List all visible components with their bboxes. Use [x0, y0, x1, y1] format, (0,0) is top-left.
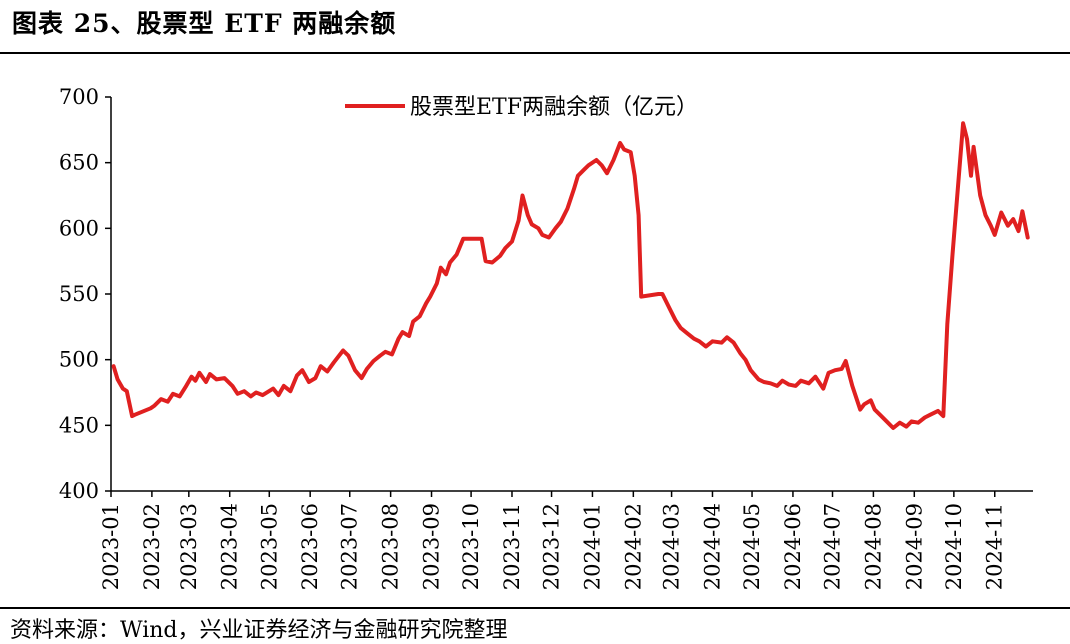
y-tick-label: 450 — [59, 413, 99, 437]
x-tick-label: 2024-03 — [660, 503, 684, 590]
x-tick-label: 2024-11 — [983, 503, 1007, 590]
x-tick-label: 2023-09 — [420, 503, 444, 590]
x-tick-label: 2024-10 — [942, 503, 966, 590]
y-tick-label: 400 — [59, 479, 99, 503]
x-tick-label: 2024-04 — [700, 503, 724, 590]
x-tick-label: 2023-06 — [298, 503, 322, 590]
x-tick-label: 2023-02 — [140, 503, 164, 590]
x-tick-label: 2024-01 — [580, 503, 604, 590]
y-tick-label: 650 — [59, 151, 99, 175]
x-tick-label: 2023-12 — [540, 503, 564, 590]
y-tick-label: 700 — [59, 85, 99, 109]
y-tick-label: 550 — [59, 282, 99, 306]
x-tick-label: 2024-08 — [861, 503, 885, 590]
figure-title: 图表 25、股票型 ETF 两融余额 — [12, 9, 397, 38]
y-tick-label: 600 — [59, 216, 99, 240]
x-ticks: 2023-01 2023-02 2023-03 2023-04 2023-05 2023-… — [99, 491, 1007, 590]
series-line — [111, 121, 1030, 430]
x-tick-label: 2023-03 — [177, 503, 201, 590]
legend: 股票型ETF两融余额（亿元） — [345, 95, 698, 120]
x-tick-label: 2023-10 — [459, 503, 483, 590]
top-rule — [0, 52, 1070, 54]
plot-frame — [110, 97, 1033, 492]
bottom-rule — [0, 607, 1070, 609]
x-tick-label: 2024-02 — [621, 503, 645, 590]
x-tick-label: 2023-11 — [500, 503, 524, 590]
y-tick-label: 500 — [59, 348, 99, 372]
x-tick-label: 2023-08 — [379, 503, 403, 590]
x-tick-label: 2024-07 — [821, 503, 845, 590]
x-tick-label: 2024-09 — [902, 503, 926, 590]
legend-label: 股票型ETF两融余额（亿元） — [410, 95, 698, 120]
x-tick-label: 2023-04 — [218, 503, 242, 590]
x-tick-label: 2024-05 — [740, 503, 764, 590]
x-tick-label: 2024-06 — [781, 503, 805, 590]
source-note: 资料来源：Wind，兴业证券经济与金融研究院整理 — [10, 618, 508, 643]
x-tick-label: 2023-01 — [99, 503, 123, 590]
y-ticks: 400 450 500 550 600 650 700 — [59, 85, 111, 503]
x-tick-label: 2023-07 — [338, 503, 362, 590]
x-tick-label: 2023-05 — [257, 503, 281, 590]
